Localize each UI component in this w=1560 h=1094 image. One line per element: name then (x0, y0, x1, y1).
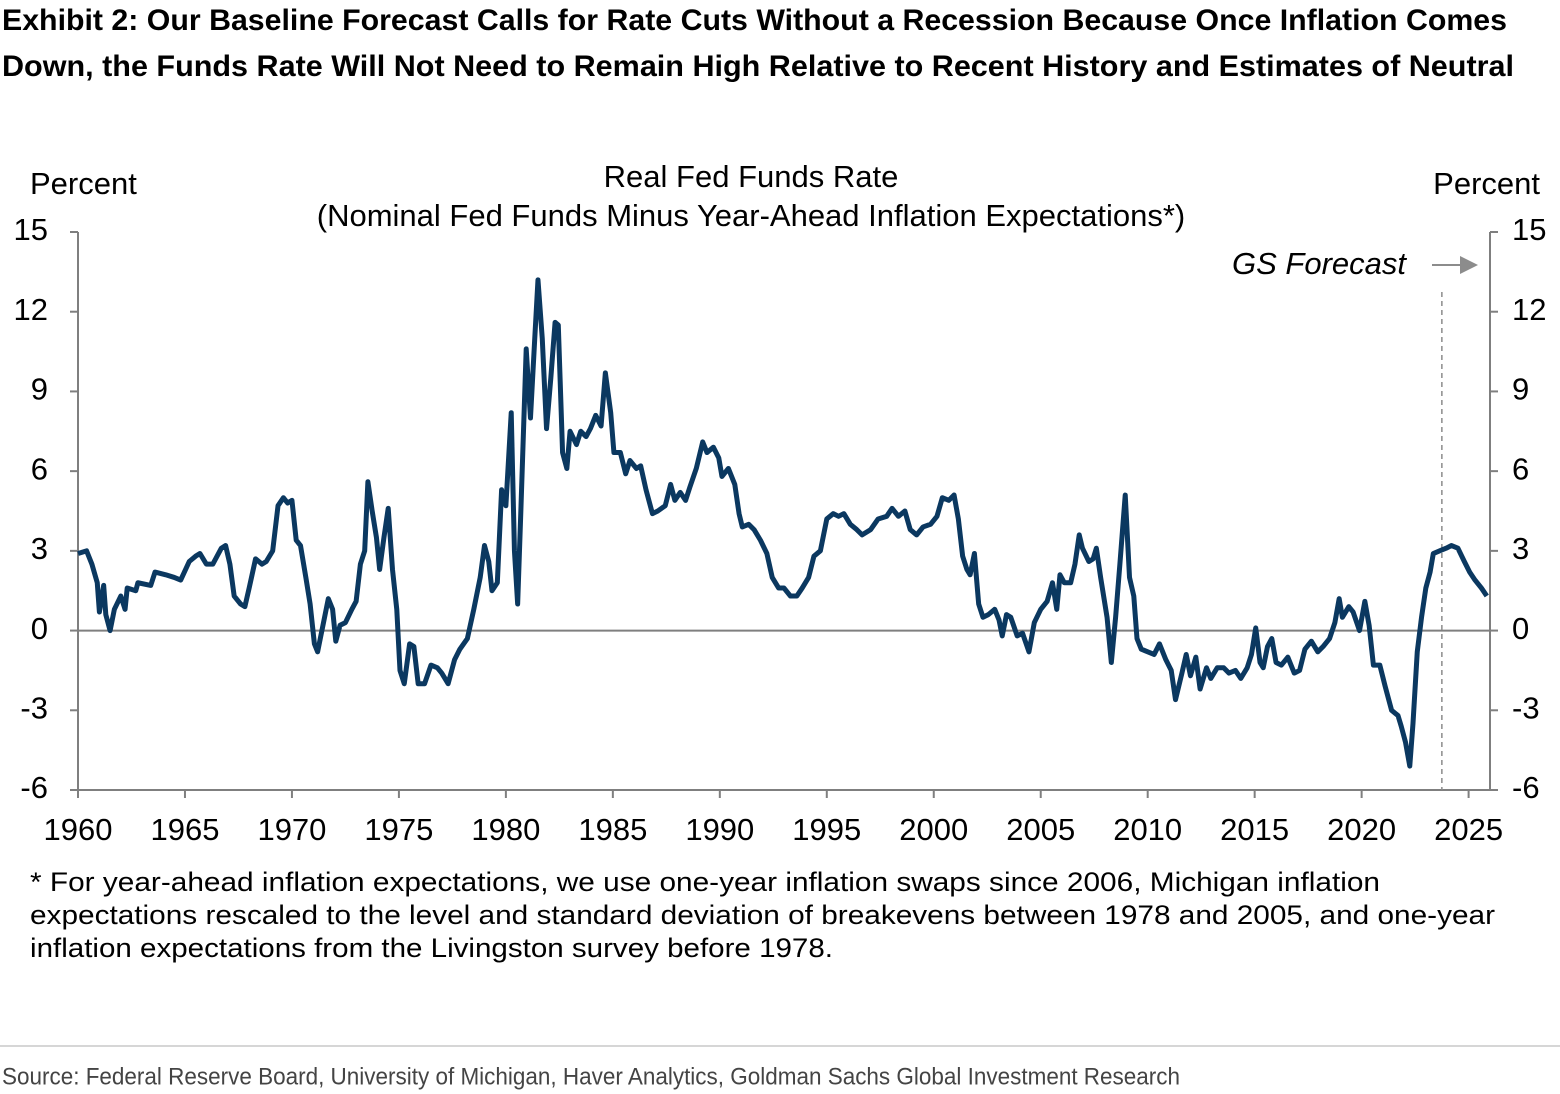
y-tick-label: -3 (20, 690, 48, 725)
x-tick-label: 1960 (44, 812, 113, 847)
y2-tick-label: -6 (1512, 770, 1540, 805)
y-tick-label: -6 (20, 770, 48, 805)
y2-tick-label: 9 (1512, 372, 1529, 407)
y2-tick-label: 12 (1512, 292, 1546, 327)
y2-tick-label: 6 (1512, 451, 1529, 486)
footnote-line: inflation expectations from the Livingst… (30, 933, 833, 963)
y-axis-label: Percent (30, 166, 137, 201)
footnote-line: * For year-ahead inflation expectations,… (30, 867, 1380, 897)
series-line (77, 277, 1489, 769)
title-line: Down, the Funds Rate Will Not Need to Re… (2, 50, 1514, 83)
y2-tick-label: -3 (1512, 690, 1540, 725)
x-tick-label: 1975 (364, 812, 433, 847)
y2-tick-label: 3 (1512, 531, 1529, 566)
chart-title: Real Fed Funds Rate (604, 159, 899, 194)
chart-subtitle: (Nominal Fed Funds Minus Year-Ahead Infl… (317, 198, 1185, 233)
annotation-arrowhead (1460, 256, 1478, 274)
y-tick-label: 12 (14, 292, 48, 327)
x-tick-label: 2025 (1434, 812, 1503, 847)
y2-axis-label: Percent (1433, 166, 1540, 201)
source: Source: Federal Reserve Board, Universit… (2, 1063, 1180, 1090)
x-tick-label: 2020 (1327, 812, 1396, 847)
footnote-line: expectations rescaled to the level and s… (30, 900, 1495, 930)
forecast-annotation: GS Forecast (1232, 246, 1407, 281)
x-tick-label: 2005 (1006, 812, 1075, 847)
x-tick-label: 1990 (685, 812, 754, 847)
y-tick-label: 9 (31, 372, 48, 407)
x-tick-label: 1985 (578, 812, 647, 847)
x-tick-label: 1965 (150, 812, 219, 847)
title-line: Exhibit 2: Our Baseline Forecast Calls f… (2, 4, 1507, 37)
y-tick-label: 0 (31, 611, 48, 646)
y-tick-label: 3 (31, 531, 48, 566)
x-tick-label: 2000 (899, 812, 968, 847)
x-tick-label: 1980 (471, 812, 540, 847)
x-tick-label: 1970 (257, 812, 326, 847)
y2-tick-label: 15 (1512, 212, 1546, 247)
x-tick-label: 2015 (1220, 812, 1289, 847)
x-tick-label: 2010 (1113, 812, 1182, 847)
y2-tick-label: 0 (1512, 611, 1529, 646)
x-tick-label: 1995 (792, 812, 861, 847)
y-tick-label: 15 (14, 212, 48, 247)
y-tick-label: 6 (31, 451, 48, 486)
